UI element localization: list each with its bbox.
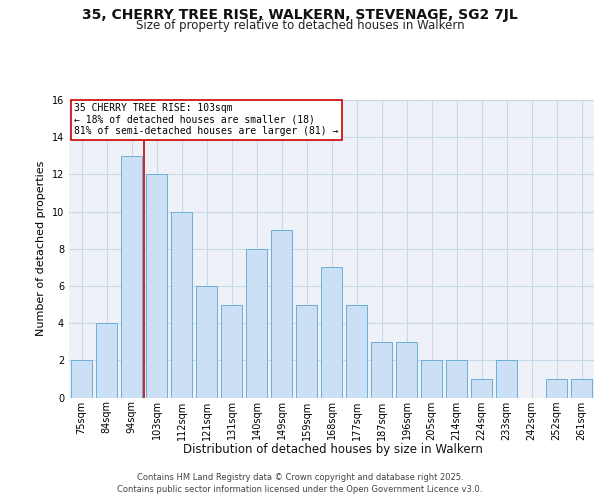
Bar xyxy=(446,360,467,398)
Text: Distribution of detached houses by size in Walkern: Distribution of detached houses by size … xyxy=(183,442,483,456)
Text: 35 CHERRY TREE RISE: 103sqm
← 18% of detached houses are smaller (18)
81% of sem: 35 CHERRY TREE RISE: 103sqm ← 18% of det… xyxy=(74,103,338,136)
Bar xyxy=(121,156,142,398)
Bar xyxy=(71,360,92,398)
Bar xyxy=(396,342,417,398)
Bar xyxy=(321,268,342,398)
Bar xyxy=(546,379,567,398)
Bar xyxy=(296,304,317,398)
Bar xyxy=(471,379,492,398)
Bar xyxy=(196,286,217,398)
Bar xyxy=(146,174,167,398)
Text: Size of property relative to detached houses in Walkern: Size of property relative to detached ho… xyxy=(136,19,464,32)
Bar xyxy=(421,360,442,398)
Bar xyxy=(496,360,517,398)
Bar xyxy=(346,304,367,398)
Bar xyxy=(96,323,117,398)
Bar xyxy=(371,342,392,398)
Bar xyxy=(571,379,592,398)
Bar xyxy=(171,212,192,398)
Bar xyxy=(271,230,292,398)
Text: 35, CHERRY TREE RISE, WALKERN, STEVENAGE, SG2 7JL: 35, CHERRY TREE RISE, WALKERN, STEVENAGE… xyxy=(82,8,518,22)
Text: Contains HM Land Registry data © Crown copyright and database right 2025.
Contai: Contains HM Land Registry data © Crown c… xyxy=(118,472,482,494)
Y-axis label: Number of detached properties: Number of detached properties xyxy=(36,161,46,336)
Bar xyxy=(221,304,242,398)
Bar xyxy=(246,249,267,398)
